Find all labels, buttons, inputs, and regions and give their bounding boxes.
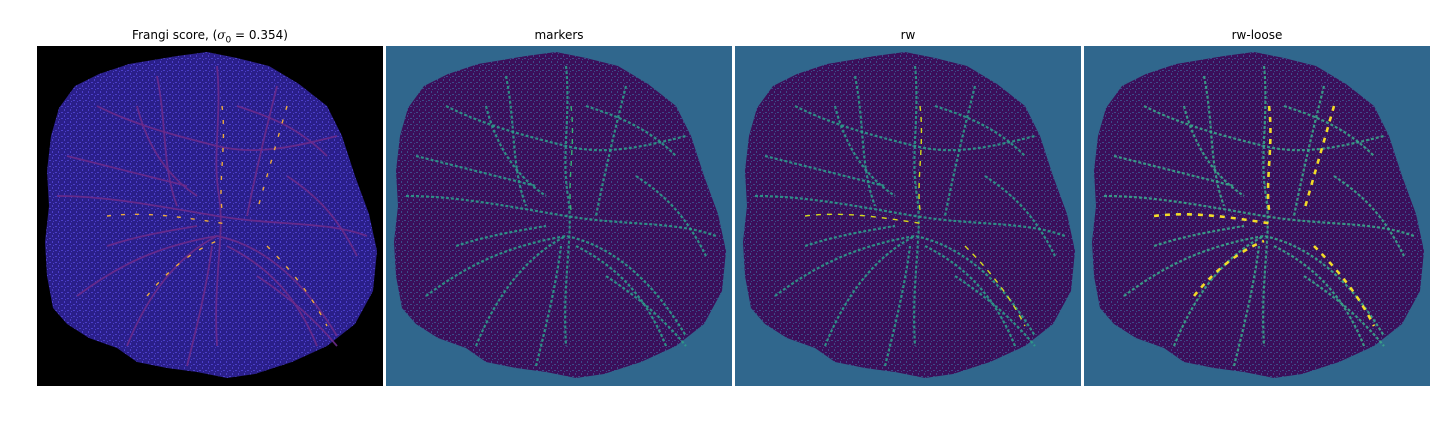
vessel-segment [1333,175,1405,257]
vessel-segment [594,85,628,217]
vessel-segment [256,275,338,347]
vessel-segment [1103,194,1415,238]
vessel-segment [106,225,198,247]
vessel-segment [754,194,1066,238]
vessel-segment [156,75,178,207]
vessel-segment [1202,75,1226,207]
vessel-segment [415,154,537,188]
vessel-segment [236,105,328,157]
vessel-segment [954,275,1036,347]
vessel-segment [943,85,977,217]
vessel-segment [575,245,668,347]
vessel-segment [853,75,877,207]
panel-title-markers: markers [534,28,584,42]
vessel-segment [794,105,1036,152]
vessel-segment [136,105,198,197]
vessel-segment [833,105,896,197]
vessel-highlight [1192,239,1265,297]
vessel-highlight [220,105,225,217]
vessel-segment [126,235,218,347]
vessel-segment [1283,104,1375,157]
vessel-segment [564,65,571,347]
vessel-segment [96,105,338,151]
vessel-segment [246,85,278,217]
vessel-segment [66,155,188,187]
panel-markers-image [386,46,732,386]
vessel-segment [186,245,213,367]
vessel-segment [1232,245,1261,367]
vessel-segment [1153,224,1245,248]
vessel-highlight [1153,212,1275,226]
vessel-segment [1143,105,1385,152]
vessel-segment [1172,235,1265,347]
vessel-segment [56,195,368,237]
vessel-segment [1113,154,1235,188]
vessel-segment [484,105,547,197]
vessel-segment [605,275,687,347]
vessel-segment [286,175,358,257]
vessel-segment [1303,275,1385,347]
vessel-segment [425,234,687,337]
vessel-segment [823,235,916,347]
panel-title-frangi: Frangi score, (σ0 = 0.354) [132,28,288,46]
vessel-segment [924,245,1017,347]
vessel-segment [764,154,886,188]
vessel-segment [405,194,717,238]
vessel-highlight [1266,105,1272,217]
vessel-segment [934,104,1026,157]
panel-title-rw: rw [900,28,916,42]
panel-frangi-image [37,46,383,386]
vessel-segment [585,104,677,157]
vessel-segment [504,75,528,207]
vessel-segment [913,65,920,347]
vessel-highlight [1313,245,1376,327]
vessel-segment [534,245,563,367]
vessel-highlight [964,245,1026,327]
panel-rw-image [735,46,1081,386]
vessel-segment [883,245,912,367]
vessel-segment [804,224,896,248]
vessel-segment [1262,65,1269,347]
vessel-segment [635,175,707,257]
vessel-segment [445,105,687,152]
vessel-segment [474,235,567,347]
vessel-segment [984,175,1056,257]
vessel-segment [1273,245,1366,347]
panel-title-rw-loose: rw-loose [1231,28,1283,42]
vessel-highlight [569,105,574,217]
vessel-highlight [1302,105,1336,212]
vessel-segment [1292,85,1326,217]
panel-rw-loose-image [1084,46,1430,386]
vessel-highlight [918,105,923,217]
vessel-segment [774,234,1036,337]
vessel-highlight [804,213,926,225]
vessel-segment [215,65,222,347]
vessel-segment [455,224,547,248]
vessel-segment [1182,105,1245,197]
vessel-segment [226,245,318,347]
vessel-segment [1123,234,1385,337]
